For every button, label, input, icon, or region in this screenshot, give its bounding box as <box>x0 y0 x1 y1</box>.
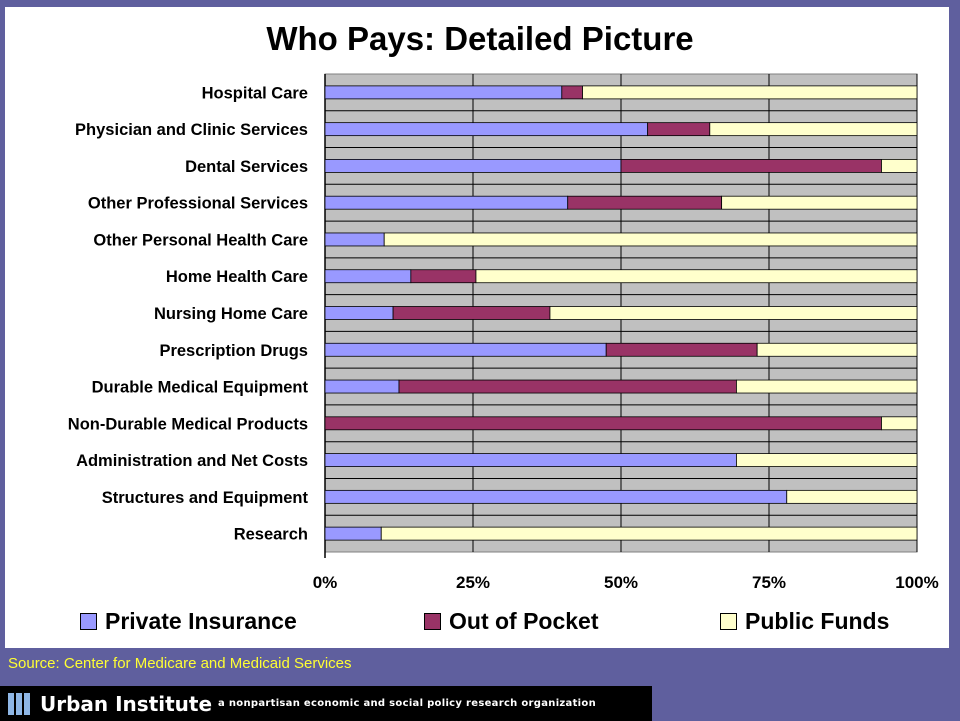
bar-private-insurance-durable-medical-equipment <box>324 379 400 394</box>
bar-private-insurance-hospital-care <box>324 85 563 100</box>
legend-swatch-private-insurance <box>80 612 97 630</box>
bar-private-insurance-prescription-drugs <box>324 342 607 357</box>
category-label-other-professional-services: Other Professional Services <box>88 195 308 213</box>
legend-label-out-of-pocket: Out of Pocket <box>449 607 599 634</box>
bar-public-funds-hospital-care <box>582 85 918 100</box>
bar-out-of-pocket-hospital-care <box>561 85 583 100</box>
category-label-hospital-care: Hospital Care <box>202 84 308 102</box>
category-label-research: Research <box>234 526 308 544</box>
bar-public-funds-structures-and-equipment <box>786 489 918 504</box>
category-label-administration-and-net-costs: Administration and Net Costs <box>76 452 308 470</box>
legend-item-out-of-pocket: Out of Pocket <box>424 606 599 636</box>
bar-public-funds-non-durable-medical-products <box>881 416 918 431</box>
bar-out-of-pocket-other-professional-services <box>567 195 723 210</box>
category-label-non-durable-medical-products: Non-Durable Medical Products <box>68 415 308 433</box>
bar-public-funds-other-professional-services <box>721 195 918 210</box>
x-tick-labels: 0% 25% 50% 75% 100% <box>313 573 939 592</box>
bar-public-funds-physician-and-clinic-services <box>709 122 918 137</box>
org-name: Urban Institute <box>40 691 213 716</box>
bar-private-insurance-home-health-care <box>324 269 412 284</box>
bar-out-of-pocket-dental-services <box>620 159 882 173</box>
bar-public-funds-dental-services <box>881 159 918 173</box>
bar-private-insurance-research <box>324 526 382 541</box>
bar-public-funds-other-personal-health-care <box>383 232 918 247</box>
bar-private-insurance-other-professional-services <box>324 195 569 210</box>
bar-public-funds-durable-medical-equipment <box>736 379 918 394</box>
category-label-prescription-drugs: Prescription Drugs <box>159 342 308 360</box>
bar-out-of-pocket-prescription-drugs <box>605 342 758 357</box>
category-label-dental-services: Dental Services <box>185 158 308 176</box>
bar-public-funds-administration-and-net-costs <box>736 453 918 467</box>
legend-label-public-funds: Public Funds <box>745 607 890 634</box>
chart-title: Who Pays: Detailed Picture <box>266 20 694 57</box>
bars <box>324 85 918 541</box>
x-tick-label: 75% <box>752 573 786 592</box>
bar-public-funds-prescription-drugs <box>756 342 918 357</box>
legend-label-private-insurance: Private Insurance <box>105 607 297 634</box>
legend-item-public-funds: Public Funds <box>720 606 889 636</box>
org-tagline: a nonpartisan economic and social policy… <box>218 698 596 709</box>
footer-bar: Urban Institute a nonpartisan economic a… <box>0 686 652 721</box>
category-label-physician-and-clinic-services: Physician and Clinic Services <box>75 121 308 139</box>
legend-item-private-insurance: Private Insurance <box>80 606 297 636</box>
bar-public-funds-home-health-care <box>475 269 918 284</box>
category-label-structures-and-equipment: Structures and Equipment <box>102 489 309 507</box>
bar-private-insurance-other-personal-health-care <box>324 232 385 247</box>
bar-private-insurance-physician-and-clinic-services <box>324 122 649 137</box>
category-label-other-personal-health-care: Other Personal Health Care <box>93 231 308 249</box>
x-tick-label: 0% <box>313 573 338 592</box>
category-label-nursing-home-care: Nursing Home Care <box>154 305 308 323</box>
bar-out-of-pocket-physician-and-clinic-services <box>647 122 711 137</box>
urban-institute-logo-icon <box>8 692 30 715</box>
stacked-bar-chart: Hospital Care Physician and Clinic Servic… <box>68 73 939 592</box>
x-tick-label: 100% <box>895 573 938 592</box>
source-note: Source: Center for Medicare and Medicaid… <box>8 655 352 672</box>
bar-out-of-pocket-non-durable-medical-products <box>324 416 882 431</box>
bar-private-insurance-structures-and-equipment <box>324 489 788 504</box>
category-label-home-health-care: Home Health Care <box>166 268 308 286</box>
bar-private-insurance-administration-and-net-costs <box>324 453 737 467</box>
bar-out-of-pocket-durable-medical-equipment <box>398 379 737 394</box>
x-tick-label: 25% <box>456 573 490 592</box>
category-label-durable-medical-equipment: Durable Medical Equipment <box>92 379 309 397</box>
bar-public-funds-nursing-home-care <box>549 306 918 320</box>
x-tick-label: 50% <box>604 573 638 592</box>
bar-private-insurance-dental-services <box>324 159 622 173</box>
bar-out-of-pocket-nursing-home-care <box>392 306 551 320</box>
bar-private-insurance-nursing-home-care <box>324 306 394 320</box>
bar-public-funds-research <box>380 526 918 541</box>
category-labels: Hospital Care Physician and Clinic Servic… <box>68 84 309 543</box>
bar-out-of-pocket-home-health-care <box>410 269 477 284</box>
legend-swatch-out-of-pocket <box>424 612 441 630</box>
legend-swatch-public-funds <box>720 612 737 630</box>
